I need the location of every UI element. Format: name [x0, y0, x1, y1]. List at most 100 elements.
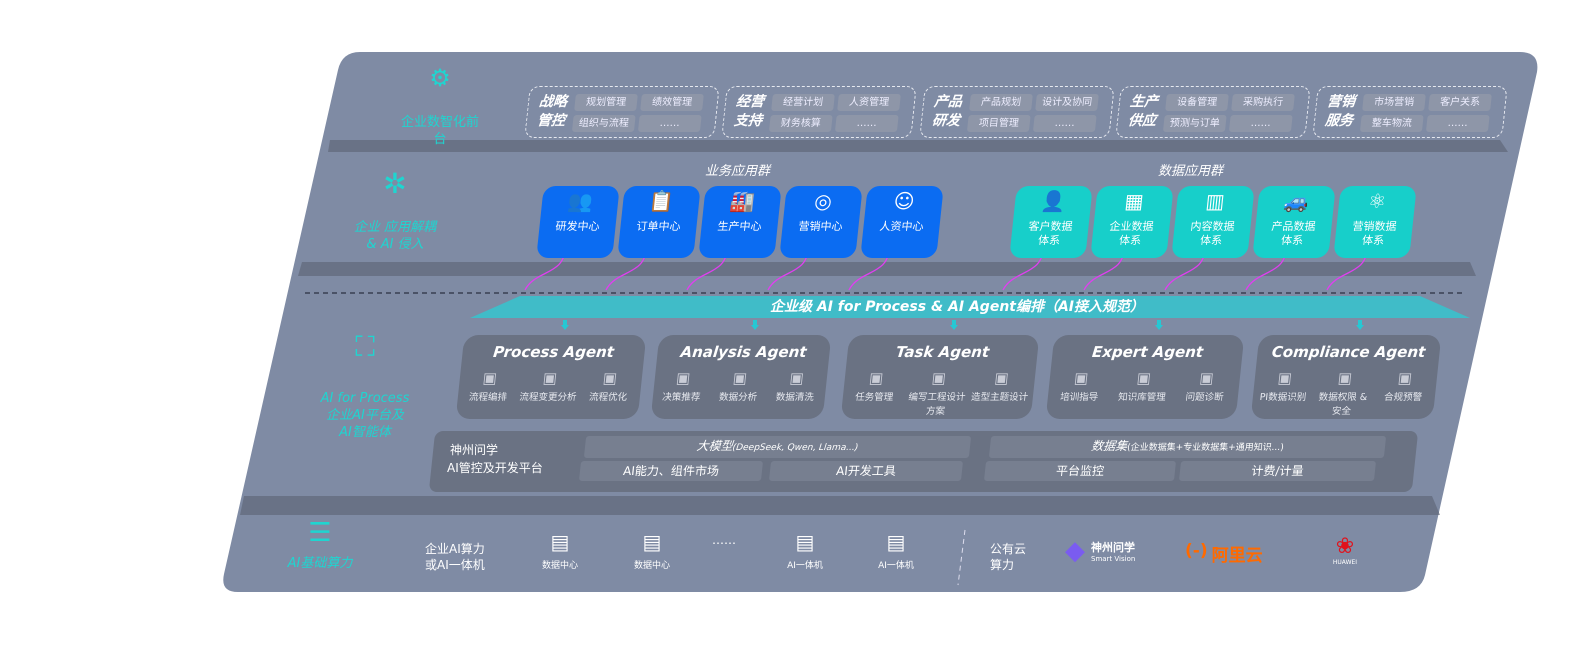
public-cloud-2: 算力 [990, 558, 1015, 572]
agent-capability[interactable]: ▣ 流程变更分析 [517, 369, 581, 403]
dataset-label: 数据集 [1090, 439, 1128, 453]
capability-chip[interactable]: …… [637, 115, 702, 132]
capability-chip[interactable]: …… [834, 115, 899, 132]
capability-icon: ▣ [993, 369, 1010, 387]
agent-card[interactable]: Compliance Agent ▣ PI数据识别 ▣ 数据权限 & 安全 ▣ 合规预警 [1250, 335, 1442, 419]
capability-group: 营销服务 市场营销 客户关系 整车物流…… [1312, 86, 1508, 138]
agent-capability[interactable]: ▣ 任务管理 [842, 369, 908, 403]
agent-title: Expert Agent [1091, 343, 1205, 361]
business-app-card[interactable]: ◎ 营销中心 [779, 186, 863, 258]
capability-group: 生产供应 设备管理 采购执行 预测与订单…… [1115, 86, 1311, 138]
server[interactable]: ▤ 数据中心 [622, 530, 682, 571]
agent-capability[interactable]: ▣ 数据清洗 [766, 369, 826, 403]
capability-chip[interactable]: 设计及协同 [1035, 94, 1099, 111]
ai-label-2: 企业AI平台及 [326, 408, 404, 423]
llm-bar: 大模型(DeepSeek, Qwen, Llama...) [583, 436, 972, 458]
agent-card[interactable]: Expert Agent ▣ 培训指导 ▣ 知识库管理 ▣ 问题诊断 [1045, 335, 1245, 419]
monitor-bar[interactable]: 平台监控 [983, 461, 1177, 481]
vendor-smart-vision: ◆ 神州问学 Smart Vision [1065, 536, 1135, 566]
huawei-logo-icon: ❀ [1335, 534, 1355, 559]
agent-capability[interactable]: ▣ PI数据识别 [1252, 369, 1316, 403]
capability-chip[interactable]: 产品规划 [969, 94, 1033, 111]
capability-chip[interactable]: 人资管理 [837, 94, 901, 111]
agent-capability[interactable]: ▣ 培训指导 [1047, 369, 1113, 403]
capability-chip[interactable]: 客户关系 [1428, 94, 1492, 111]
agent-card[interactable]: Task Agent ▣ 任务管理 ▣ 编写工程设计方案 ▣ 造型主题设计 [840, 335, 1040, 419]
brain-icon: ⚙ [429, 64, 451, 92]
agent-title: Compliance Agent [1270, 343, 1427, 361]
capability-label: 数据权限 & 安全 [1318, 392, 1368, 417]
server-label: 数据中心 [633, 561, 670, 571]
llm-note: (DeepSeek, Qwen, Llama...) [731, 443, 859, 453]
data-app-card[interactable]: 👤 客户数据体系 [1009, 186, 1093, 258]
platform-name-1: 神州问学 [450, 443, 499, 457]
capability-chip[interactable]: 财务核算 [768, 115, 833, 132]
agent-card[interactable]: Process Agent ▣ 流程编排 ▣ 流程变更分析 ▣ 流程优化 [455, 335, 647, 419]
link-arrows [524, 247, 1368, 291]
capability-icon: ▣ [1396, 369, 1414, 387]
capability-chip[interactable]: 采购执行 [1231, 94, 1295, 111]
capability-chip[interactable]: 项目管理 [966, 115, 1031, 132]
capability-chip[interactable]: 组织与流程 [571, 115, 636, 132]
business-app-card[interactable]: 👥 研发中心 [536, 186, 620, 258]
agent-capability[interactable]: ▣ 流程编排 [457, 369, 521, 403]
agent-capability[interactable]: ▣ 决策推荐 [652, 369, 712, 403]
capability-label: 造型主题设计 [970, 392, 1029, 403]
business-app-card[interactable]: 🏭 生产中心 [698, 186, 782, 258]
server-icon: ▤ [642, 530, 662, 554]
down-arrow-icon [1155, 320, 1163, 330]
server[interactable]: ▤ 数据中心 [530, 530, 590, 571]
capability-chip[interactable]: 预测与订单 [1162, 115, 1227, 132]
agent-card[interactable]: Analysis Agent ▣ 决策推荐 ▣ 数据分析 ▣ 数据清洗 [650, 335, 832, 419]
billing-bar[interactable]: 计费/计量 [1178, 461, 1377, 481]
capability-icon: ▣ [1198, 369, 1215, 387]
capability-chip[interactable]: 绩效管理 [640, 94, 704, 111]
huawei-name: HUAWEI [1332, 559, 1358, 566]
aliyun-mark: (-) [1185, 541, 1208, 561]
agent-title: Process Agent [492, 343, 615, 361]
devtools-bar[interactable]: AI开发工具 [768, 461, 964, 481]
capability-icon: ▣ [1135, 369, 1152, 387]
building-icon: ▦ [1123, 189, 1145, 213]
server-label: AI一体机 [878, 561, 914, 571]
data-app-card[interactable]: ▥ 内容数据体系 [1171, 186, 1255, 258]
app-label: 研发中心 [554, 220, 601, 233]
business-app-card[interactable]: 📋 订单中心 [617, 186, 701, 258]
capability-chip[interactable]: 设备管理 [1165, 94, 1229, 111]
group-title: 战略管控 [536, 94, 568, 129]
agent-capability[interactable]: ▣ 问题诊断 [1173, 369, 1239, 403]
app-label: 产品数据体系 [1270, 220, 1317, 247]
server[interactable]: ▤ AI一体机 [775, 530, 835, 571]
app-label: 客户数据体系 [1027, 220, 1074, 247]
agent-capability[interactable]: ▣ 流程优化 [577, 369, 641, 403]
capability-chip[interactable]: …… [1228, 115, 1293, 132]
capability-chip[interactable]: …… [1425, 115, 1490, 132]
data-app-card[interactable]: ▦ 企业数据体系 [1090, 186, 1174, 258]
capability-label: 培训指导 [1059, 392, 1099, 403]
server[interactable]: ▤ AI一体机 [866, 530, 926, 571]
app-label: 订单中心 [635, 220, 682, 233]
capability-label: 数据分析 [718, 392, 758, 403]
capability-chip[interactable]: 整车物流 [1359, 115, 1424, 132]
capability-chip[interactable]: …… [1032, 115, 1097, 132]
data-app-card[interactable]: 🚙 产品数据体系 [1252, 186, 1336, 258]
down-arrow-icon [950, 320, 958, 330]
agent-capability[interactable]: ▣ 知识库管理 [1110, 369, 1176, 403]
agent-capability[interactable]: ▣ 造型主题设计 [968, 369, 1034, 403]
aliyun-name: 阿里云 [1211, 546, 1263, 566]
data-app-card[interactable]: ⚛ 营销数据体系 [1333, 186, 1417, 258]
capability-chip[interactable]: 市场营销 [1362, 94, 1426, 111]
vendor-sub: Smart Vision [1091, 555, 1136, 563]
ai-layer-label: ⛶ AI for Process 企业AI平台及 AI智能体 [305, 333, 425, 441]
agent-capability[interactable]: ▣ 编写工程设计方案 [903, 369, 971, 417]
capability-label: 知识库管理 [1117, 392, 1167, 403]
capability-chip[interactable]: 经营计划 [771, 94, 835, 111]
capability-chip[interactable]: 规划管理 [574, 94, 638, 111]
business-app-card[interactable]: ☺ 人资中心 [860, 186, 944, 258]
market-bar[interactable]: AI能力、组件市场 [578, 461, 764, 481]
vendor-text: 神州问学 Smart Vision [1091, 539, 1135, 563]
agent-capability[interactable]: ▣ 数据分析 [709, 369, 769, 403]
agent-capability[interactable]: ▣ 数据权限 & 安全 [1311, 369, 1376, 417]
agent-capability[interactable]: ▣ 合规预警 [1372, 369, 1436, 403]
capability-label: 数据清洗 [775, 392, 815, 403]
